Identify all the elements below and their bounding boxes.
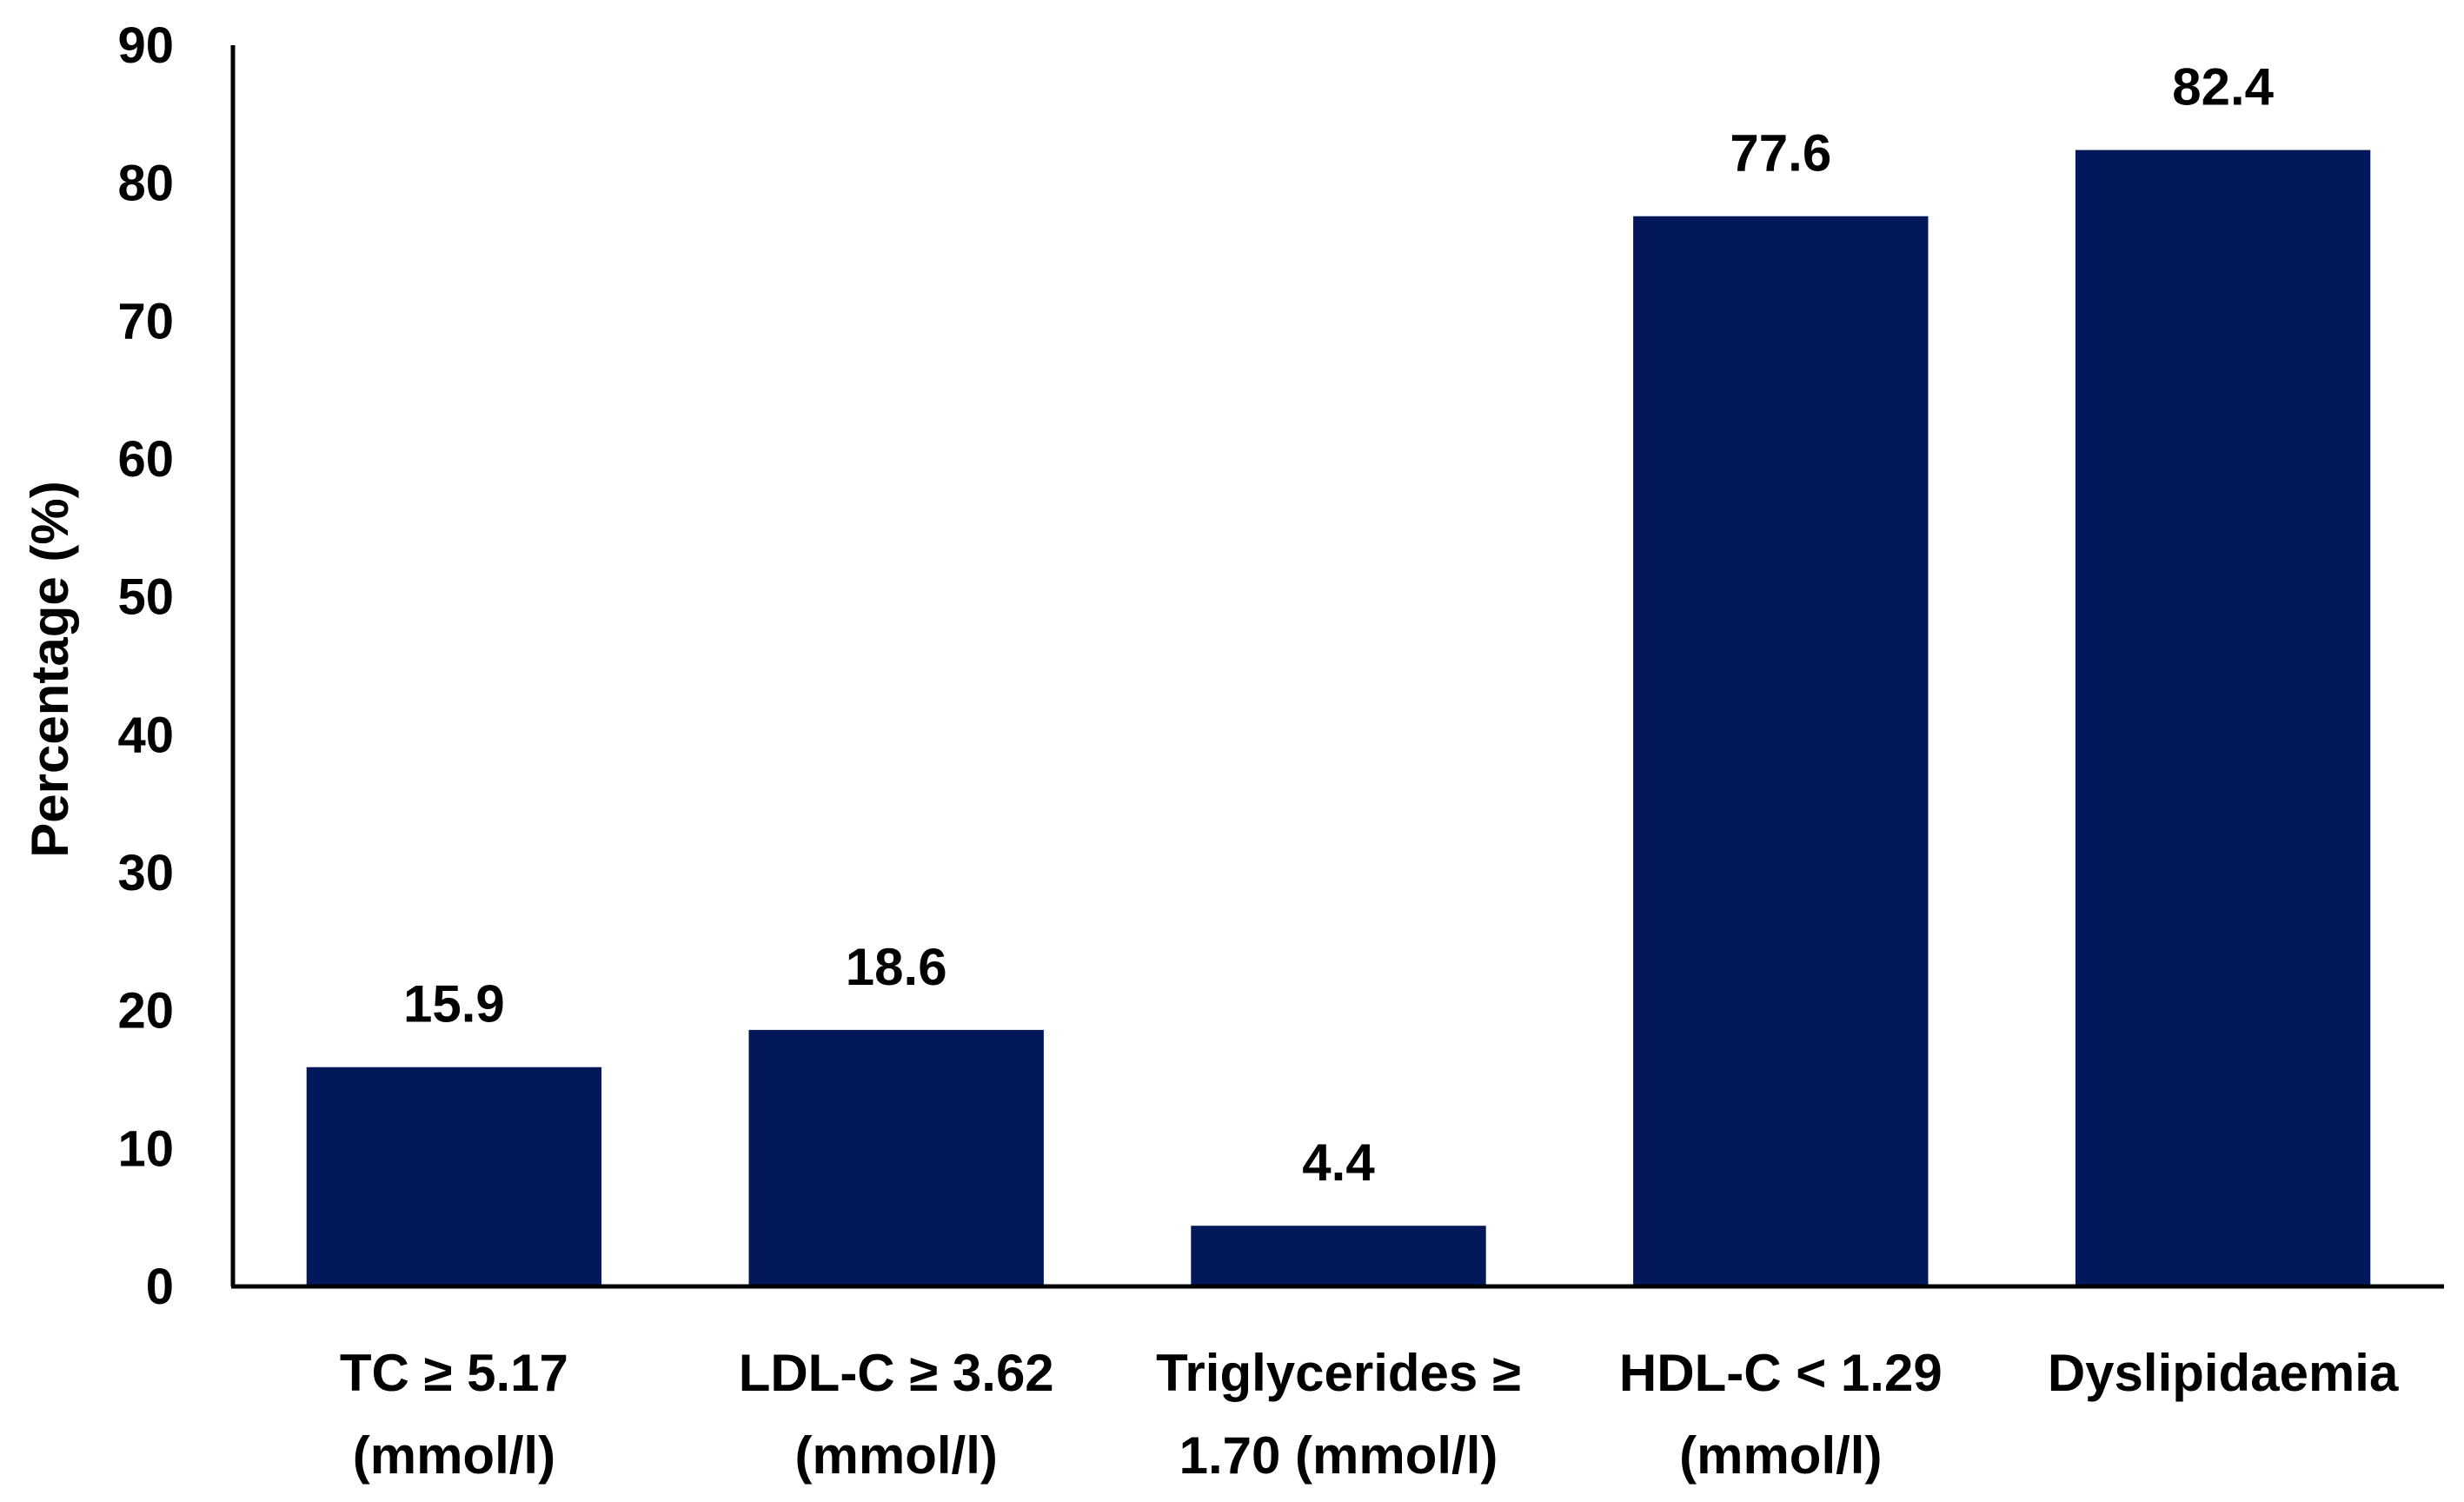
- y-tick-label: 30: [117, 845, 174, 901]
- bar-value-label: 77.6: [1730, 124, 1831, 183]
- y-tick-label: 70: [117, 293, 174, 349]
- category-label: (mmol/l): [353, 1426, 555, 1485]
- bar: [748, 1029, 1044, 1286]
- bar: [1633, 216, 1929, 1286]
- bar-value-label: 18.6: [846, 938, 947, 996]
- y-tick-label: 10: [117, 1120, 174, 1177]
- bar-value-label: 15.9: [403, 975, 505, 1033]
- y-tick-label: 0: [146, 1259, 174, 1315]
- category-label: Triglycerides ≥: [1156, 1344, 1521, 1402]
- y-tick-label: 90: [117, 17, 174, 74]
- category-label: (mmol/l): [795, 1426, 998, 1485]
- category-label: (mmol/l): [1679, 1426, 1882, 1485]
- value-labels: 15.9 18.6 4.4 77.6 82.4: [403, 58, 2275, 1193]
- category-labels: TC ≥ 5.17 (mmol/l) LDL-C ≥ 3.62 (mmol/l) Tri…: [340, 1344, 2399, 1485]
- y-tick-label: 80: [117, 156, 174, 212]
- bar: [1191, 1226, 1486, 1286]
- category-label: 1.70 (mmol/l): [1179, 1426, 1498, 1485]
- category-label: HDL-C < 1.29: [1619, 1344, 1943, 1402]
- y-tick-label: 50: [117, 569, 174, 626]
- bar-value-label: 82.4: [2172, 58, 2274, 116]
- category-label: TC ≥ 5.17: [340, 1344, 568, 1402]
- y-axis-label: Percentage (%): [21, 481, 79, 857]
- category-label: Dyslipidaemia: [2048, 1344, 2399, 1402]
- y-axis-ticks: 0 10 20 30 40 50 60 70 80 90: [117, 17, 174, 1315]
- bar-value-label: 4.4: [1302, 1133, 1375, 1192]
- category-label: LDL-C ≥ 3.62: [739, 1344, 1054, 1402]
- bar: [2075, 150, 2371, 1286]
- bar: [306, 1067, 602, 1286]
- y-tick-label: 20: [117, 983, 174, 1040]
- bars: [306, 150, 2371, 1286]
- y-tick-label: 40: [117, 707, 174, 763]
- y-tick-label: 60: [117, 431, 174, 488]
